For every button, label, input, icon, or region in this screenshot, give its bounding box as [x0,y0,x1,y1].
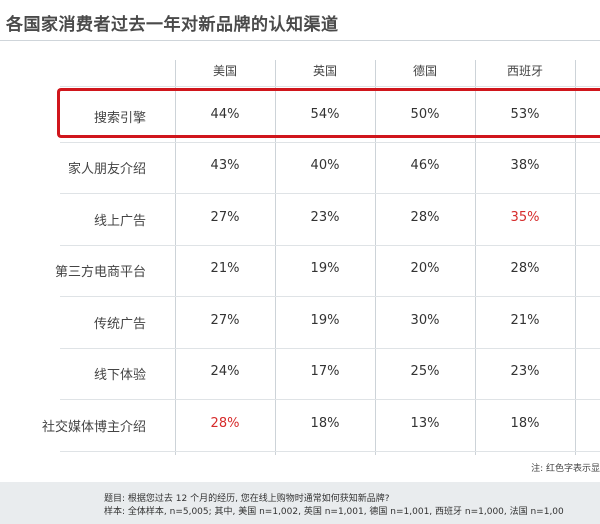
data-cell: 13% [410,415,440,431]
data-cell: 24% [210,364,240,380]
table-bottom [60,451,600,452]
column-header: 西班牙 [506,64,543,78]
column-header: 美国 [212,64,237,78]
data-cell: 19% [310,312,340,328]
data-cell: 43% [210,158,240,174]
data-cell: 50% [410,106,440,122]
data-cell: 38% [510,158,540,174]
row-divider [60,244,600,246]
row-divider [60,193,600,194]
data-cell: 27% [210,312,240,328]
data-cell: 44% [210,106,240,122]
footer-sample: 样本: 全体样本, n=5,005; 其中, 美国 n=1,002, 英国 n=… [104,507,564,517]
column-divider [275,60,276,455]
row-divider [60,141,600,143]
footer-panel [0,482,600,524]
row-label: 线下体验 [93,368,146,384]
row-divider [60,347,600,349]
note-text: 注: 红色字表示显 [531,464,600,474]
column-header: 英国 [312,64,337,78]
data-cell: 23% [310,209,340,225]
data-cell: 18% [310,415,340,431]
data-cell: 21% [510,312,540,328]
row-label: 搜索引擎 [93,110,146,126]
row-label: 第三方电商平台 [54,265,146,281]
data-cell: 27% [210,209,240,225]
highlight-box [57,88,600,138]
column-header: 德国 [412,64,437,78]
data-cell: 28% [210,415,240,431]
row-label: 家人朋友介绍 [67,162,146,178]
data-cell: 17% [310,364,340,380]
page-title: 各国家消费者过去一年对新品牌的认知渠道 [6,15,339,35]
data-cell: 19% [310,261,340,277]
title-underline [0,40,600,41]
column-divider [375,60,376,455]
data-cell: 40% [310,158,340,174]
data-cell: 28% [410,209,440,225]
data-cell: 23% [510,364,540,380]
column-divider [175,60,176,455]
row-divider [60,399,600,400]
data-cell: 54% [310,106,340,122]
data-cell: 53% [510,106,540,122]
data-cell: 25% [410,364,440,380]
row-label: 传统广告 [93,316,146,332]
data-cell: 21% [210,261,240,277]
footer-question: 题目: 根据您过去 12 个月的经历, 您在线上购物时通常如何获知新品牌? [104,494,390,504]
column-divider [575,60,576,455]
data-cell: 18% [510,415,540,431]
row-divider [60,296,600,297]
data-cell: 20% [410,261,440,277]
column-divider [475,60,476,455]
row-label: 线上广告 [93,213,146,229]
data-cell: 46% [410,158,440,174]
data-cell: 28% [510,261,540,277]
data-cell: 35% [510,209,540,225]
row-label: 社交媒体博主介绍 [41,419,146,435]
header-divider [60,86,600,87]
data-cell: 30% [410,312,440,328]
